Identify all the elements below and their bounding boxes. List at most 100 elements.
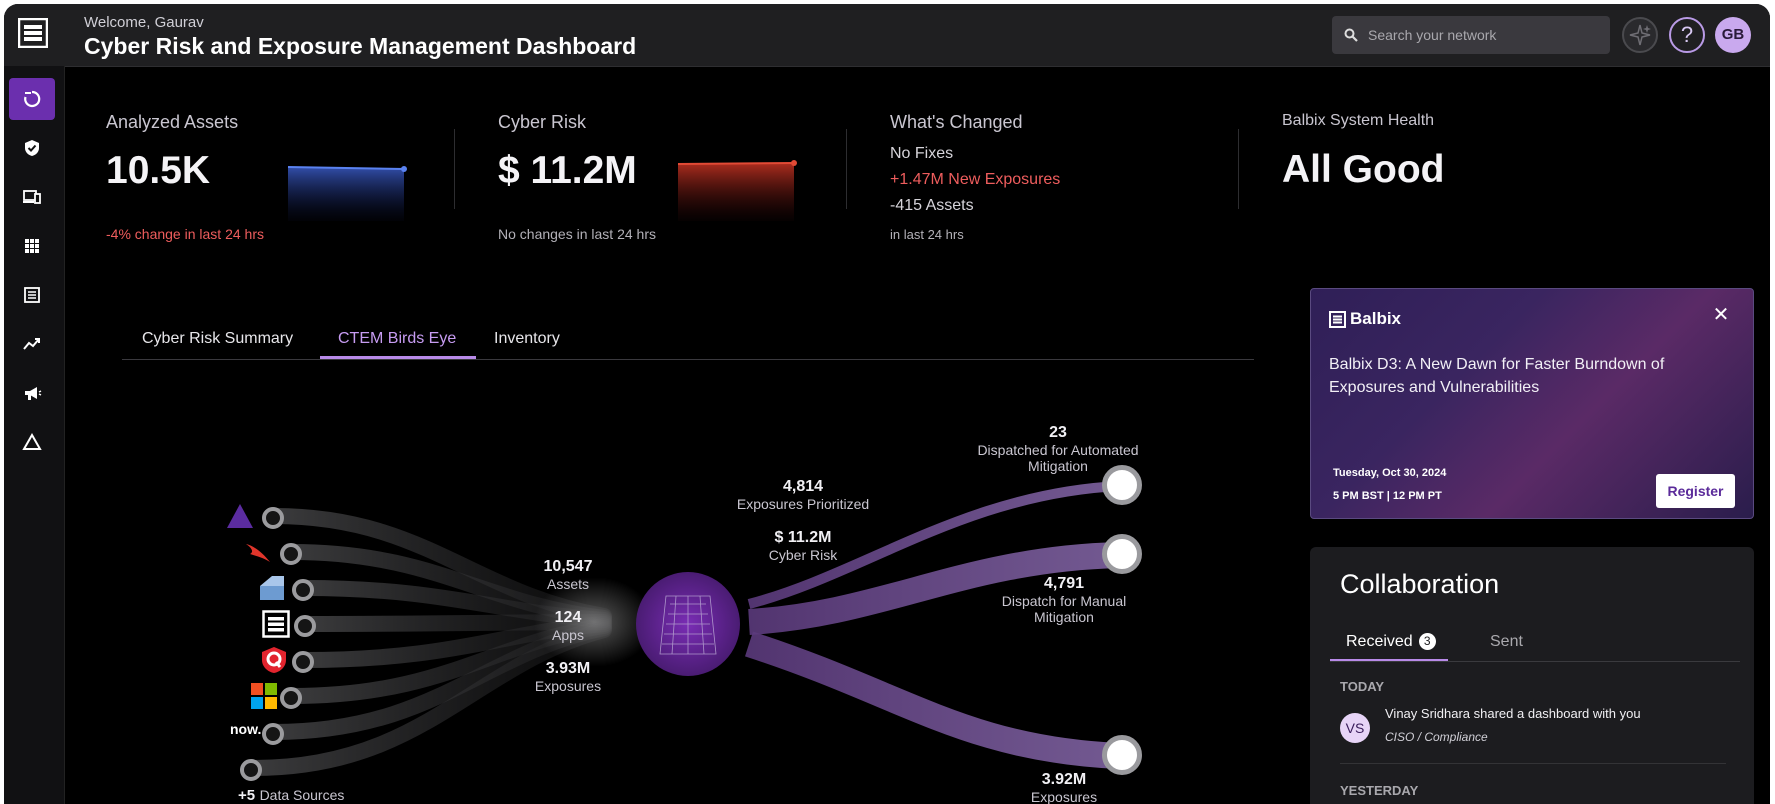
assets-count: 10,547 (543, 558, 593, 575)
megaphone-icon (25, 387, 42, 400)
shield-icon (25, 140, 39, 156)
tab-inventory[interactable]: Inventory (494, 330, 560, 347)
servicenow-logo-icon: now. (230, 721, 262, 737)
tab-received[interactable]: Received 3 (1346, 633, 1436, 651)
sidebar-item-reports[interactable] (9, 274, 55, 316)
exposures-stat: 3.93M Exposures (518, 660, 618, 694)
more-sources-icon (240, 759, 262, 781)
notification-subtitle: CISO / Compliance (1385, 730, 1488, 744)
automated-node[interactable] (1102, 465, 1142, 505)
balbix-logo-icon (262, 610, 290, 638)
divider (1238, 129, 1239, 209)
search-icon (1344, 28, 1358, 42)
divider (454, 129, 455, 209)
sidebar-item-apps[interactable] (9, 225, 55, 267)
metric-label: Balbix System Health (1282, 112, 1435, 129)
promo-brand: Balbix (1329, 309, 1401, 329)
prioritized-label: Exposures Prioritized (736, 496, 870, 512)
automated-label: Dispatched for Automated (977, 442, 1139, 458)
microsoft-logo-icon (251, 683, 277, 709)
promo-brand-name: Balbix (1350, 309, 1402, 328)
divider (846, 129, 847, 209)
risk-label: Cyber Risk (768, 547, 838, 563)
close-icon[interactable]: ✕ (1712, 304, 1730, 326)
today-heading: TODAY (1340, 679, 1385, 694)
tab-sent[interactable]: Sent (1490, 633, 1523, 650)
notification-text[interactable]: Vinay Sridhara shared a dashboard with y… (1385, 706, 1641, 721)
collaboration-title: Collaboration (1340, 569, 1500, 599)
automated-stat: 23 Dispatched for Automated Mitigation (948, 424, 1168, 474)
source-node (280, 543, 302, 565)
top-header: Welcome, Gaurav Cyber Risk and Exposure … (4, 4, 1770, 67)
help-button[interactable]: ? (1669, 17, 1705, 53)
metric-system-health: Balbix System Health All Good (1282, 112, 1444, 192)
more-sources-label: Data Sources (259, 787, 345, 803)
remaining-stat: 3.92M Exposures (1004, 771, 1124, 804)
tab-cyber-risk-summary[interactable]: Cyber Risk Summary (142, 330, 294, 347)
devices-icon (23, 190, 41, 204)
azure-logo-icon (227, 504, 253, 528)
more-data-sources[interactable]: +5 Data Sources (238, 787, 344, 804)
sidebar-item-trends[interactable] (9, 323, 55, 365)
active-tab-indicator (320, 356, 476, 359)
source-node (292, 651, 314, 673)
metric-change: -4% change in last 24 hrs (106, 226, 264, 242)
collaboration-tabs: Received 3 Sent (1330, 625, 1740, 662)
risk-amount: $ 11.2M (774, 529, 832, 546)
sidebar-item-announcements[interactable] (9, 372, 55, 414)
tab-ctem-birds-eye[interactable]: CTEM Birds Eye (338, 330, 457, 347)
exposures-label: Exposures (534, 678, 602, 694)
sidebar-item-alerts[interactable] (9, 421, 55, 463)
page-title: Cyber Risk and Exposure Management Dashb… (84, 33, 637, 59)
sidebar-item-devices[interactable] (9, 176, 55, 218)
source-node (262, 507, 284, 529)
qualys-logo-icon (262, 647, 286, 673)
remaining-node[interactable] (1102, 735, 1142, 775)
promo-headline: Balbix D3: A New Dawn for Faster Burndow… (1329, 356, 1665, 396)
risk-stat: $ 11.2M Cyber Risk (718, 529, 888, 563)
metric-label: Analyzed Assets (106, 112, 239, 132)
yesterday-heading: YESTERDAY (1340, 783, 1419, 798)
manual-label: Dispatch for Manual (1001, 593, 1127, 609)
manual-stat: 4,791 Dispatch for Manual Mitigation (954, 575, 1174, 625)
trend-icon (23, 338, 40, 350)
apps-stat: 124 Apps (518, 609, 618, 643)
prioritized-count: 4,814 (782, 478, 824, 495)
apps-count: 124 (554, 609, 582, 626)
divider (1340, 763, 1726, 764)
assets-sparkline (287, 166, 407, 221)
no-fixes-text: No Fixes (890, 145, 954, 162)
search-box[interactable] (1332, 16, 1610, 54)
view-tabs: Cyber Risk Summary CTEM Birds Eye Invent… (122, 319, 1254, 360)
balbix-logo-icon[interactable] (18, 18, 48, 48)
metric-cyber-risk: Cyber Risk $ 11.2M No changes in last 24… (498, 112, 656, 242)
received-count-badge: 3 (1418, 633, 1436, 650)
tenable-logo-icon (260, 576, 284, 600)
sidebar-item-dashboard[interactable] (9, 78, 55, 120)
new-exposures-text: +1.47M New Exposures (890, 171, 1061, 188)
automated-count: 23 (1049, 424, 1067, 441)
collaboration-panel: Collaboration Received 3 Sent TODAY VS Vi… (1310, 547, 1754, 804)
app-window: Welcome, Gaurav Cyber Risk and Exposure … (4, 4, 1770, 804)
metric-label: Cyber Risk (498, 112, 587, 132)
assets-label: Assets (546, 576, 589, 592)
source-node (280, 687, 302, 709)
triangle-icon (22, 432, 42, 450)
metric-value: $ 11.2M (498, 149, 637, 192)
manual-node[interactable] (1102, 534, 1142, 574)
sidebar (4, 66, 65, 804)
metric-whats-changed: What's Changed No Fixes +1.47M New Expos… (890, 112, 1060, 242)
promo-card: Balbix ✕ Balbix D3: A New Dawn for Faste… (1310, 288, 1754, 519)
register-button[interactable]: Register (1656, 474, 1735, 508)
user-avatar[interactable]: GB (1715, 17, 1751, 53)
search-input[interactable] (1366, 26, 1600, 44)
sidebar-item-security[interactable] (9, 127, 55, 169)
source-node (292, 579, 314, 601)
crowdstrike-logo-icon (246, 544, 270, 562)
welcome-text: Welcome, Gaurav (84, 14, 204, 31)
source-node (294, 615, 316, 637)
apps-grid-icon (25, 239, 39, 253)
ai-sparkle-icon[interactable] (1621, 16, 1659, 54)
exposures-count: 3.93M (545, 660, 591, 677)
remaining-count: 3.92M (1041, 771, 1087, 788)
